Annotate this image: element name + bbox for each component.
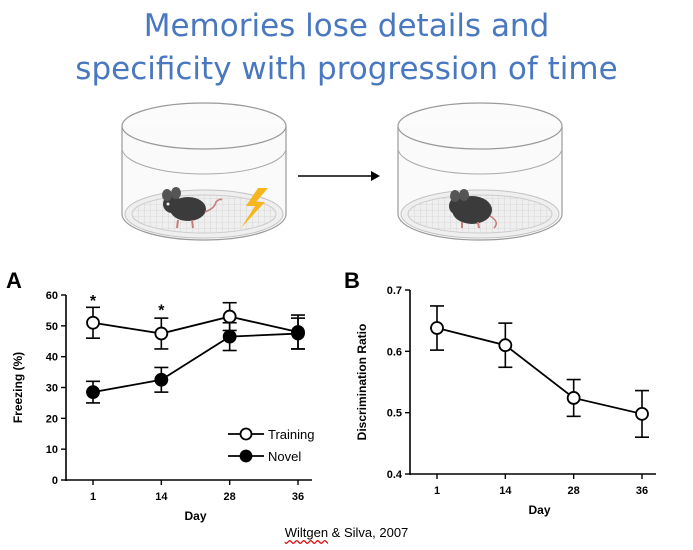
y-tick-label: 50 [46,321,58,333]
series-line [92,315,299,335]
illustration [121,102,563,241]
legend-marker [239,449,253,463]
y-axis-label: Discrimination Ratio [355,324,369,441]
y-tick-label: 0.7 [387,285,402,297]
legend-label: Training [268,427,314,442]
lightning-bolt-icon [241,188,268,228]
x-tick-label: 28 [568,485,580,497]
data-point [566,391,581,405]
data-point [86,315,100,330]
significance-star: * [90,293,97,310]
x-tick-label: 1 [434,485,440,497]
x-axis-label: Day [528,503,550,517]
y-tick-label: 30 [46,383,58,395]
data-point [154,326,169,341]
data-point [291,326,305,341]
data-point [430,321,444,335]
y-tick-label: 0 [52,475,58,487]
x-tick-label: 14 [155,491,168,503]
training-chamber [121,102,287,241]
series-line [92,332,299,394]
title-line-2: specificity with progression of time [75,51,618,87]
y-tick-label: 10 [46,444,58,456]
title-line-1: Memories lose details and [143,8,550,44]
arrow-icon [298,171,380,181]
y-tick-label: 0.6 [387,346,402,358]
legend-marker [239,427,253,441]
series-line [436,327,643,415]
mouse-icon [162,187,223,229]
novel-chamber [397,102,563,241]
x-axis-label: Day [184,509,206,523]
citation-author: Wiltgen [284,525,329,540]
panel-letter-a: A [6,268,22,293]
legend-label: Novel [268,449,301,464]
x-tick-label: 36 [636,485,648,497]
discrimination-ratio-chart: B 0.4 0.5 0.6 0.7 1 14 28 36 Day Discrimination R… [344,268,656,517]
y-tick-label: 0.5 [387,408,402,420]
y-axis-label: Freezing (%) [11,352,25,423]
data-point [222,329,237,344]
y-tick-label: 60 [46,290,58,302]
y-tick-label: 0.4 [387,469,403,481]
citation-rest: & Silva, 2007 [328,525,409,540]
data-point [498,338,513,353]
data-point [635,406,649,421]
y-tick-label: 20 [46,413,58,425]
freezing-chart: A 0 10 20 30 40 50 60 1 14 28 36 Day Freezing (%) * * T… [6,268,314,523]
data-point [154,372,169,387]
x-tick-label: 14 [499,485,512,497]
significance-star: * [158,302,165,319]
x-tick-label: 28 [224,491,236,503]
panel-letter-b: B [344,268,360,293]
citation: Wiltgen & Silva, 2007 [0,525,693,540]
y-tick-label: 40 [46,352,58,364]
data-point [86,385,100,400]
mouse-icon [449,189,498,229]
x-tick-label: 36 [292,491,304,503]
data-point [222,309,237,324]
x-tick-label: 1 [90,491,96,503]
